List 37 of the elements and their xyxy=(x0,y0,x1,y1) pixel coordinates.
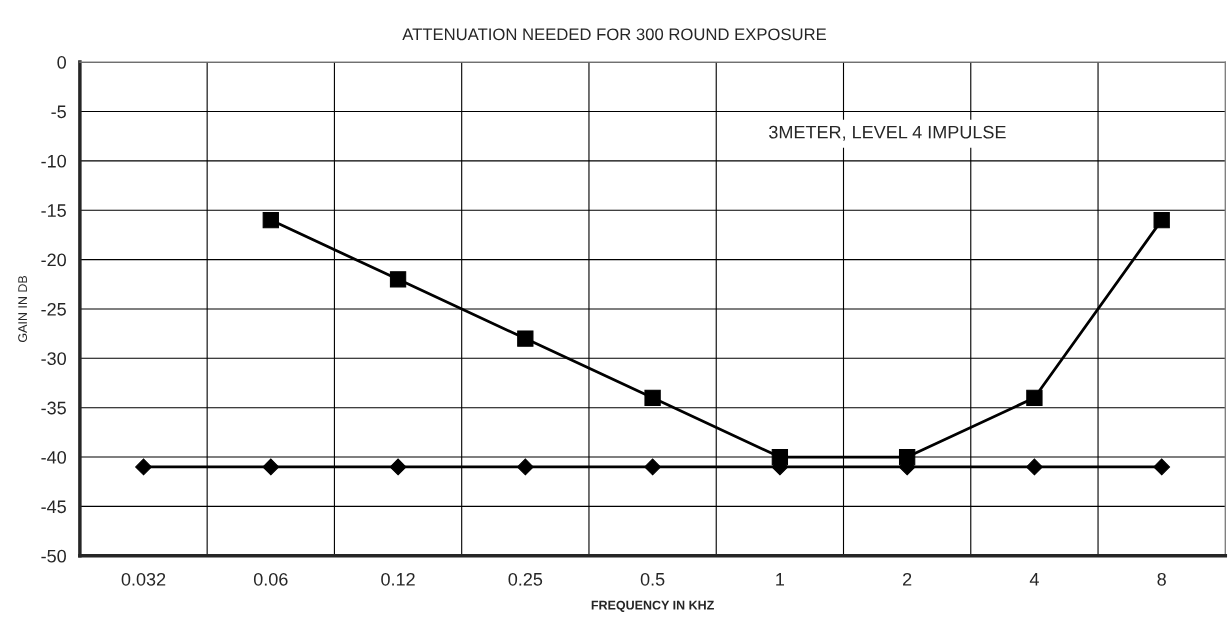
point xyxy=(262,211,279,229)
x-tick-label: 8 xyxy=(1157,572,1166,586)
x-tick-label: 2 xyxy=(903,572,912,586)
point xyxy=(644,389,661,406)
point xyxy=(516,458,534,476)
point xyxy=(135,458,152,476)
point xyxy=(1026,389,1043,406)
point xyxy=(262,458,280,476)
point xyxy=(517,330,534,347)
x-tick-label: 0.12 xyxy=(381,572,415,586)
y-tick-label: -5 xyxy=(51,105,66,119)
x-tick-label: 0.06 xyxy=(253,572,288,586)
chart-title: ATTENUATION NEEDED FOR 300 ROUND EXPOSURE xyxy=(402,28,827,41)
point xyxy=(644,458,661,476)
point xyxy=(1026,458,1043,476)
x-tick-label: 4 xyxy=(1029,573,1039,586)
point xyxy=(1153,458,1171,476)
point xyxy=(1153,211,1170,229)
point xyxy=(389,458,407,476)
y-tick-label: -35 xyxy=(41,401,66,415)
y-tick-label: -30 xyxy=(41,352,66,366)
y-tick-label: -15 xyxy=(41,204,66,217)
x-tick-label: 0.032 xyxy=(121,572,166,586)
x-tick-label: 0.25 xyxy=(508,572,543,586)
y-axis-title: GAIN IN DB xyxy=(18,275,28,342)
y-tick-label: -45 xyxy=(41,500,66,514)
x-tick-label: 0.5 xyxy=(640,572,665,586)
y-tick-label: -10 xyxy=(41,154,66,168)
y-tick-label: 0 xyxy=(57,56,66,69)
y-tick-label: -25 xyxy=(41,302,66,316)
x-axis-title: FREQUENCY IN KHZ xyxy=(591,600,714,612)
annotation: 3METER, LEVEL 4 IMPULSE xyxy=(769,125,1006,141)
y-tick-label: -40 xyxy=(41,450,66,464)
x-tick-label: 1 xyxy=(776,573,785,586)
point xyxy=(389,271,407,288)
y-tick-label: -20 xyxy=(41,253,66,267)
y-tick-label: -50 xyxy=(41,549,66,563)
